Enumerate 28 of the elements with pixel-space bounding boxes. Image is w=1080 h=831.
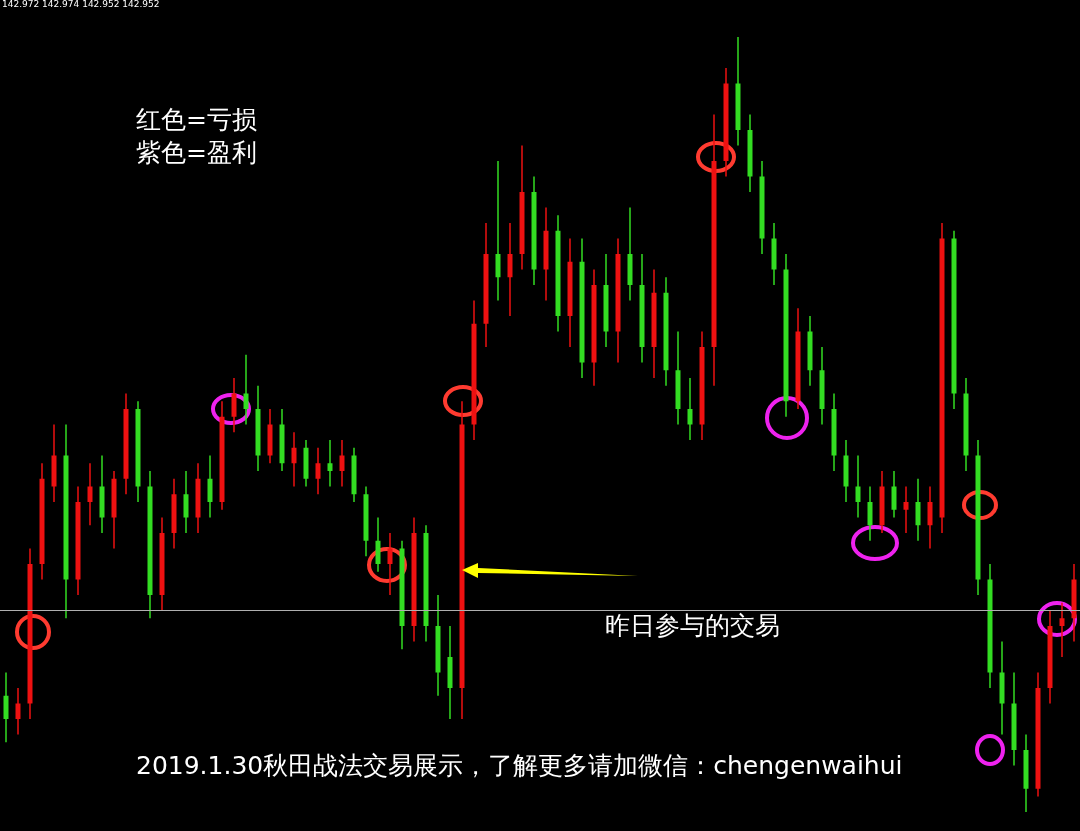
- candlestick: [495, 160, 501, 302]
- candlestick: [339, 439, 345, 488]
- candlestick: [3, 671, 9, 743]
- candlestick: [915, 478, 921, 542]
- candlestick: [327, 439, 333, 488]
- candlestick: [507, 222, 513, 317]
- candlestick: [183, 470, 189, 534]
- candlestick: [291, 431, 297, 488]
- candlestick: [15, 687, 21, 736]
- candlestick: [927, 485, 933, 550]
- candlestick: [315, 447, 321, 495]
- annotation: 红色=亏损: [136, 105, 257, 134]
- candlestick: [231, 377, 237, 433]
- candlestick: [903, 485, 909, 534]
- candlestick: [243, 354, 249, 426]
- candlestick: [891, 470, 897, 519]
- candlestick: [207, 454, 213, 519]
- annotation: 2019.1.30秋田战法交易展示，了解更多请加微信：chengenwaihui: [136, 751, 903, 780]
- text: 142.972 142.974 142.952 142.952: [2, 0, 160, 9]
- annotation: 昨日参与的交易: [605, 611, 780, 640]
- candlestick: [855, 454, 861, 519]
- annotation: 紫色=盈利: [136, 138, 257, 167]
- candlestick: [687, 377, 693, 441]
- candlestick: [1059, 602, 1065, 658]
- candlestick: [87, 462, 93, 526]
- candlestick: [375, 516, 381, 573]
- candlestick: [387, 532, 393, 596]
- candlestick: [867, 485, 873, 542]
